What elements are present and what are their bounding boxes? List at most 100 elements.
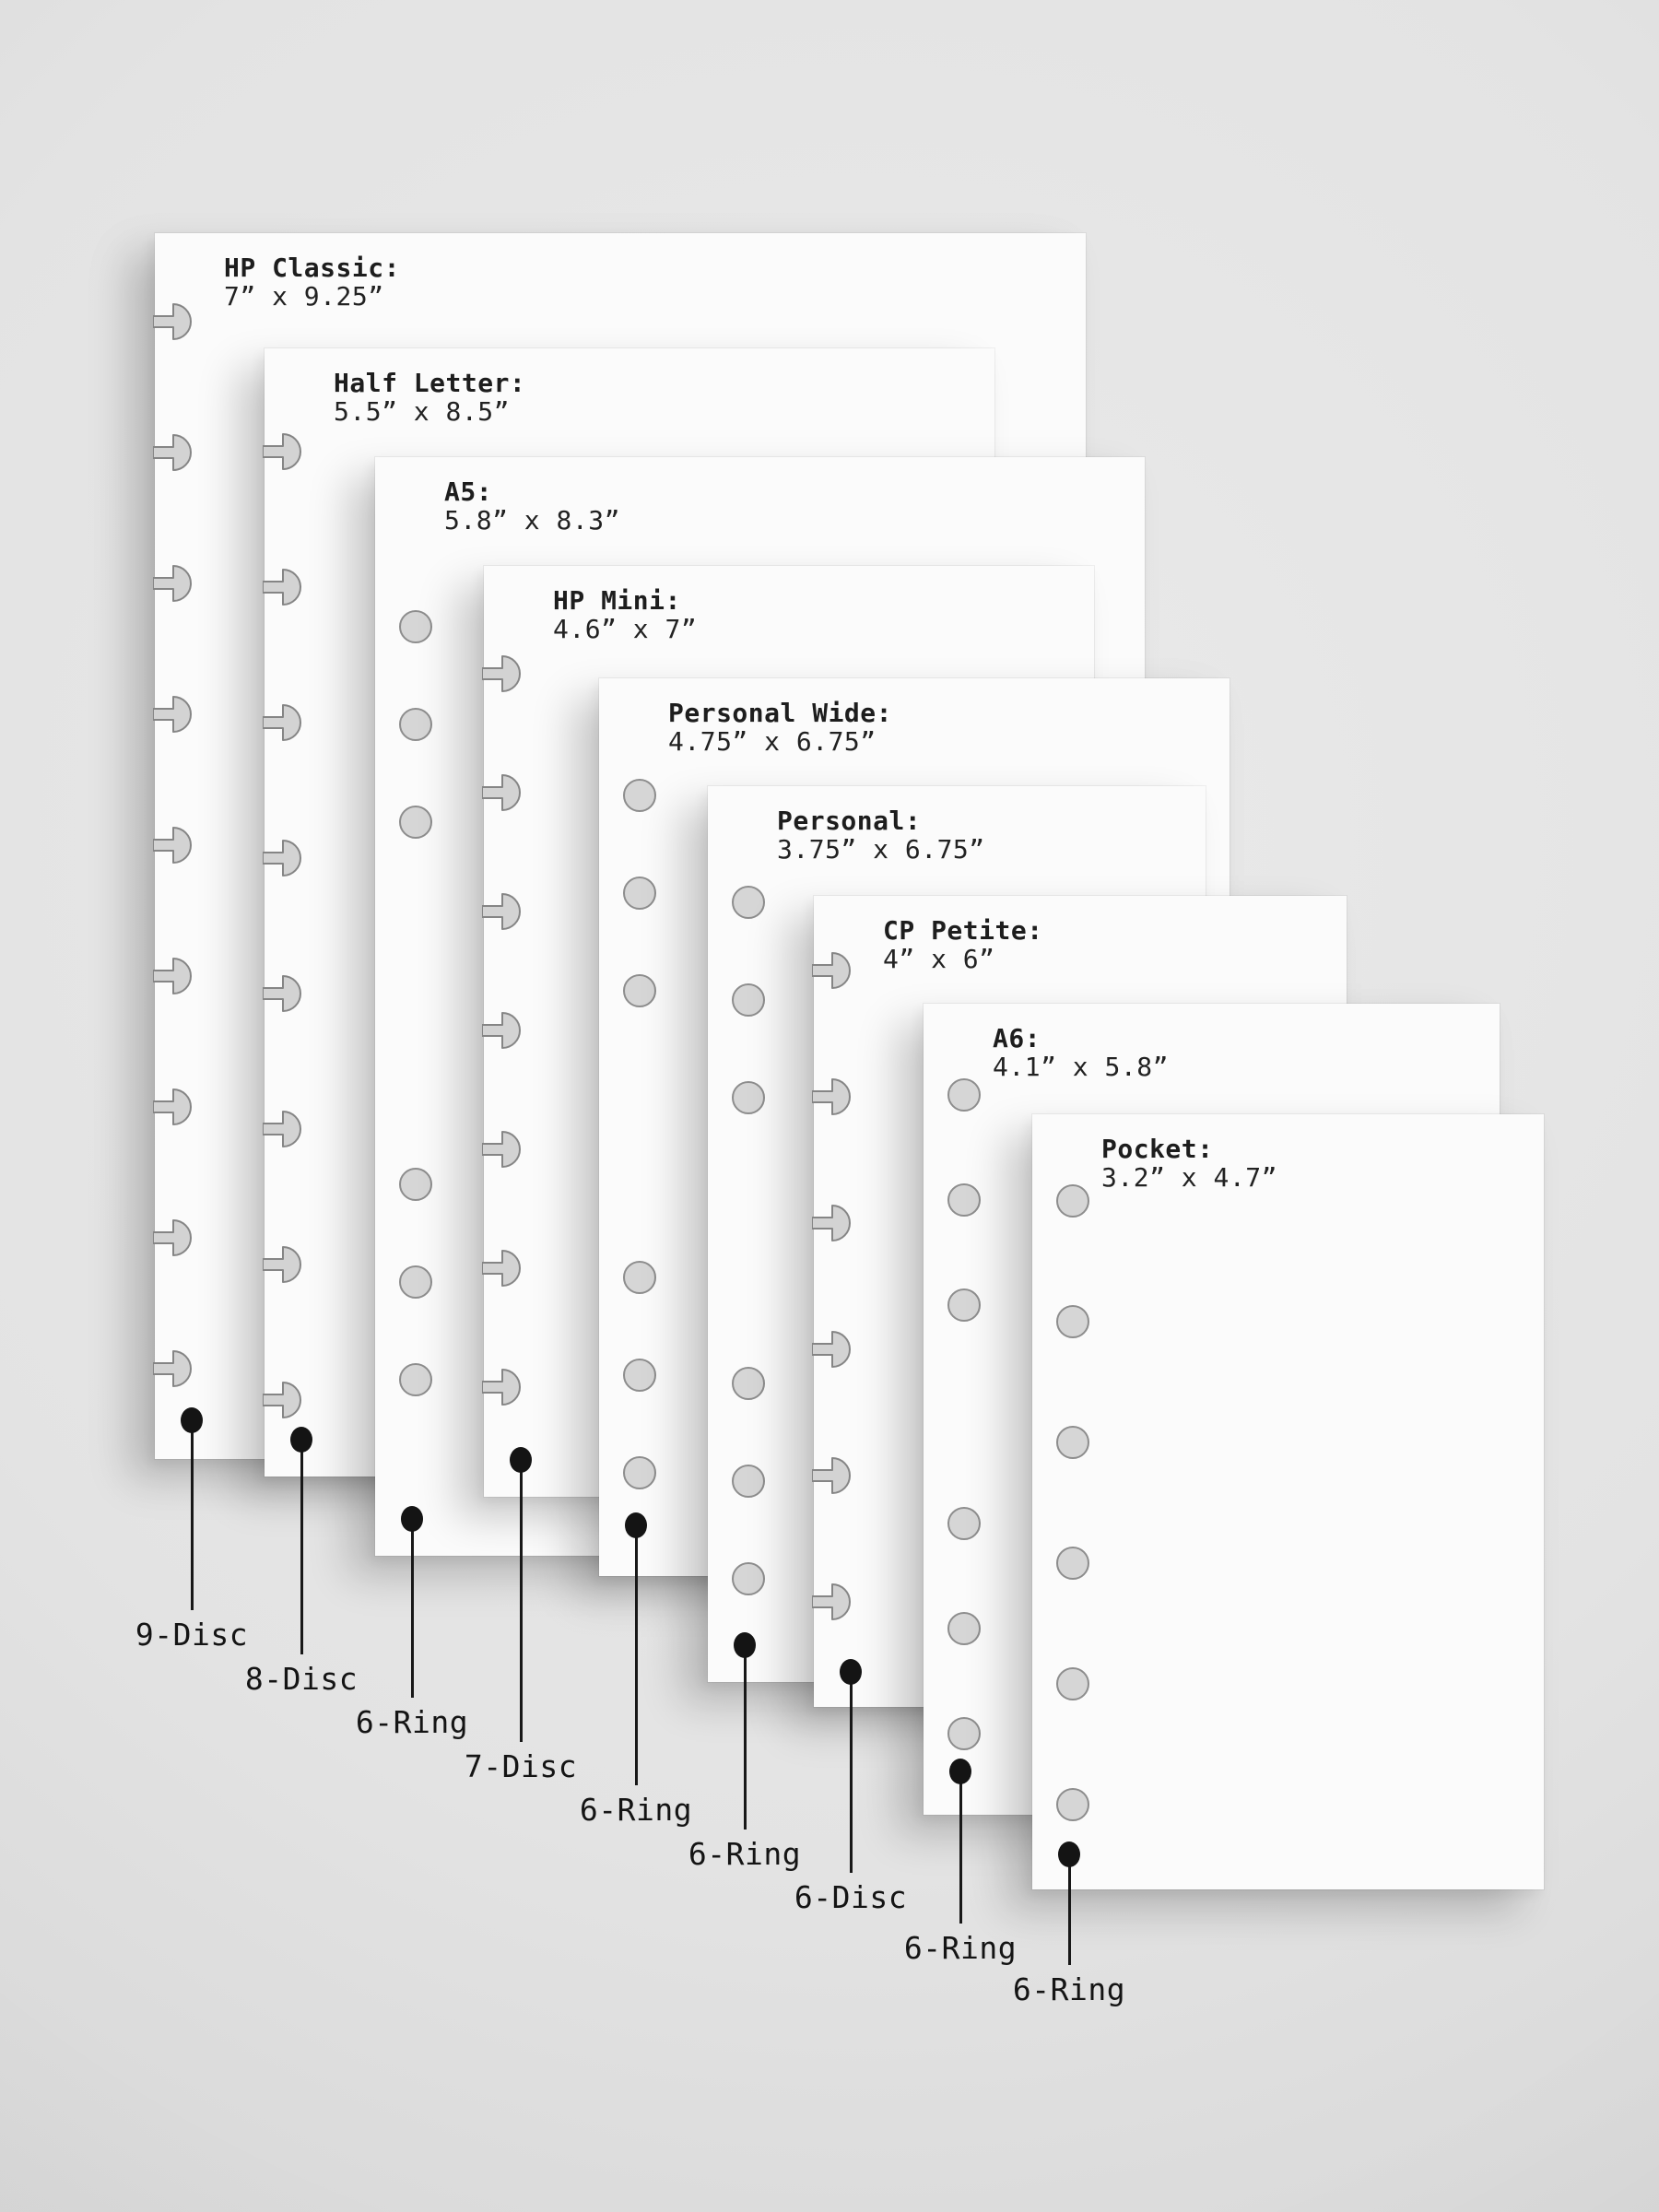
sheet-title: HP Classic: [224,253,400,283]
disc-punch-shape [481,774,521,811]
disc-punch-shape [811,1583,851,1620]
sheet-size: 3.2” x 4.7” [1101,1162,1277,1193]
sheet-title: HP Mini: [553,585,681,616]
disc-punch-shape [262,704,301,741]
ring-hole [732,1081,765,1114]
disc-punch-hole [262,974,309,1013]
disc-punch-hole [152,1349,199,1388]
disc-punch-shape [262,840,301,877]
disc-punch-hole [811,1204,858,1242]
disc-punch-shape [152,303,192,340]
disc-punch-shape [152,696,192,733]
disc-punch-hole [262,1110,309,1148]
disc-punch-hole [152,695,199,734]
disc-punch-hole [262,703,309,742]
disc-punch-shape [262,433,301,470]
sheet-title: Personal Wide: [668,698,893,728]
sheet-size: 5.8” x 8.3” [444,505,620,535]
disc-punch-shape [152,1088,192,1125]
binding-label: 6-Ring [355,1704,469,1740]
disc-punch-hole [152,433,199,472]
leader-dot [290,1427,312,1453]
disc-punch-hole [811,1583,858,1621]
disc-punch-shape [152,565,192,602]
disc-punch-shape [811,952,851,989]
ring-hole [1056,1788,1089,1821]
disc-punch-hole [481,892,528,931]
leader-dot [181,1407,203,1433]
disc-punch-hole [481,773,528,812]
sheet-size: 4.6” x 7” [553,614,698,644]
ring-hole [1056,1547,1089,1580]
binding-label: 7-Disc [464,1748,578,1784]
leader-line [849,1672,853,1873]
ring-hole [399,1363,432,1396]
disc-punch-hole [262,1245,309,1284]
leader-line [410,1519,414,1698]
disc-punch-hole [481,1368,528,1406]
binding-label: 8-Disc [244,1661,359,1697]
disc-punch-shape [811,1078,851,1115]
disc-punch-hole [481,1249,528,1288]
ring-hole [623,1359,656,1392]
leader-line [519,1460,523,1742]
disc-punch-shape [481,1369,521,1406]
binding-label: 6-Ring [903,1930,1018,1966]
leader-dot [1058,1841,1080,1867]
ring-hole [399,1168,432,1201]
ring-hole [947,1183,981,1217]
disc-punch-shape [152,827,192,864]
disc-punch-hole [152,564,199,603]
leader-dot [734,1632,756,1658]
ring-hole [947,1717,981,1750]
disc-punch-shape [811,1205,851,1241]
sheet-size: 4.1” x 5.8” [993,1052,1169,1082]
disc-punch-shape [262,1111,301,1147]
ring-hole [623,1261,656,1294]
sheet-title: A5: [444,477,493,507]
ring-hole [399,806,432,839]
sheet-title: CP Petite: [883,915,1043,946]
ring-hole [399,1265,432,1299]
disc-punch-hole [811,1330,858,1369]
ring-hole [732,1367,765,1400]
disc-punch-hole [262,568,309,606]
leader-line [959,1771,962,1924]
disc-punch-hole [481,654,528,693]
sheet-size: 3.75” x 6.75” [777,834,985,865]
sheet-size: 4” x 6” [883,944,995,974]
leader-line [634,1525,638,1785]
ring-hole [947,1288,981,1322]
ring-hole [732,1562,765,1595]
disc-punch-hole [262,839,309,877]
leader-line [1067,1854,1071,1965]
disc-punch-shape [152,1219,192,1256]
disc-punch-hole [481,1011,528,1050]
disc-punch-hole [152,302,199,341]
ring-hole [1056,1305,1089,1338]
disc-punch-shape [262,1246,301,1283]
leader-dot [949,1759,971,1784]
leader-dot [510,1447,532,1473]
ring-hole [732,983,765,1017]
disc-punch-shape [262,1382,301,1418]
leader-line [300,1440,303,1654]
sheet-title: A6: [993,1023,1041,1053]
ring-hole [399,610,432,643]
sheet-title: Pocket: [1101,1134,1214,1164]
ring-hole [623,974,656,1007]
disc-punch-shape [811,1331,851,1368]
disc-punch-hole [811,1077,858,1116]
disc-punch-hole [811,951,858,990]
disc-punch-shape [152,1350,192,1387]
binding-label: 6-Ring [1012,1971,1126,2007]
leader-dot [840,1659,862,1685]
ring-hole [947,1507,981,1540]
leader-dot [625,1512,647,1538]
ring-hole [732,886,765,919]
disc-punch-shape [481,1250,521,1287]
ring-hole [947,1078,981,1112]
sheet-size: 4.75” x 6.75” [668,726,877,757]
binding-label: 6-Ring [688,1836,802,1872]
